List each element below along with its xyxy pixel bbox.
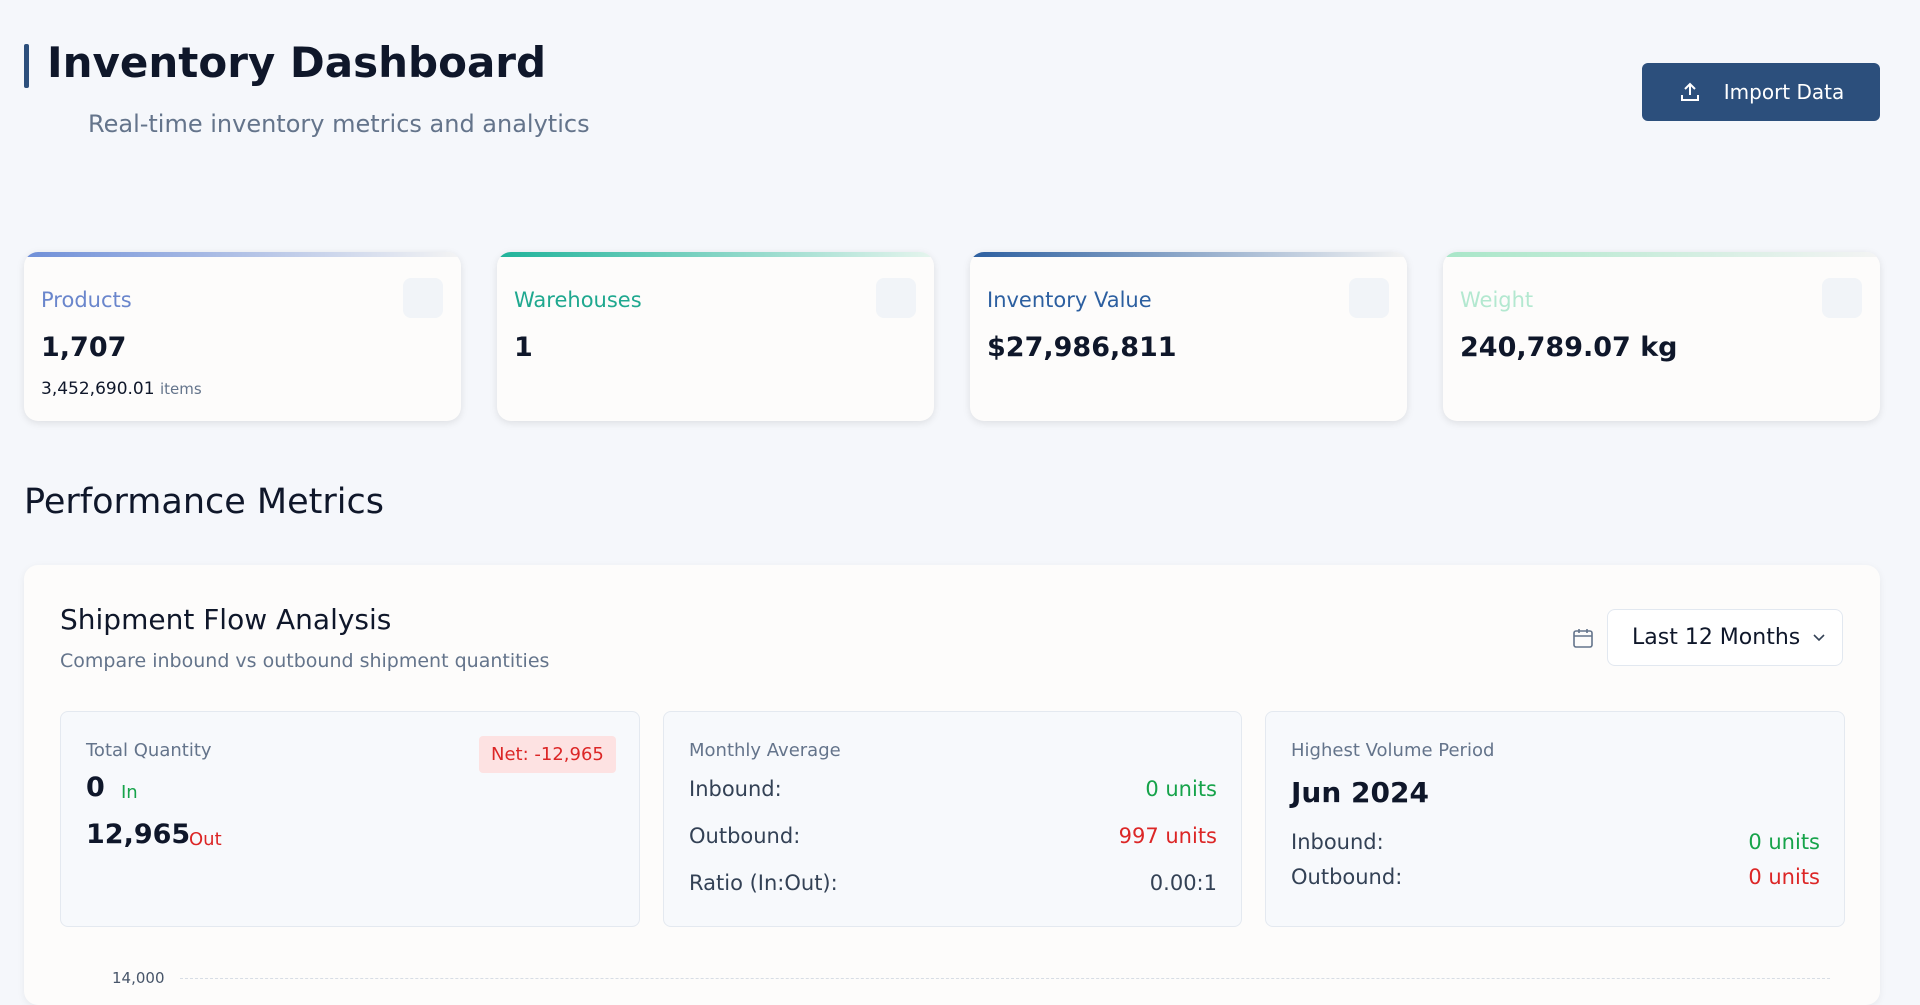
card-title: Inventory Value: [987, 288, 1152, 312]
sub-unit: items: [159, 380, 202, 398]
button-label: Import Data: [1723, 80, 1845, 104]
row-value: 0.00:1: [1149, 871, 1217, 895]
page: Inventory Dashboard Real-time inventory …: [24, 38, 1880, 987]
card-icon: [1822, 278, 1862, 318]
row-label: Outbound:: [689, 824, 801, 848]
row-label: Ratio (In:Out):: [689, 871, 838, 895]
label: Highest Volume Period: [1291, 740, 1495, 761]
period-label: Last 12 Months: [1632, 625, 1801, 650]
card-bar: [497, 252, 934, 257]
subtitle: Real-time inventory metrics and analytic…: [88, 110, 590, 138]
card-sub: 3,452,690.01 items: [41, 379, 202, 399]
period: Jun 2024: [1291, 776, 1429, 809]
row-value: 0 units: [1748, 830, 1820, 854]
out-value: 12,965: [86, 819, 191, 850]
upload-icon: [1680, 82, 1699, 101]
accent: [24, 44, 29, 88]
panel-title: Shipment Flow Analysis: [60, 603, 392, 636]
card-value: $27,986,811: [987, 332, 1177, 363]
grid-line: [180, 978, 1830, 979]
in-value: 0: [86, 772, 105, 803]
card-title: Products: [41, 288, 132, 312]
card-bar: [1443, 252, 1880, 257]
panel-subtitle: Compare inbound vs outbound shipment qua…: [60, 650, 550, 672]
card-value: 1,707: [41, 332, 127, 363]
highest-box: Highest Volume Period Jun 2024 Inbound: …: [1265, 711, 1845, 927]
row-label: Inbound:: [1291, 830, 1384, 854]
row-value: 997 units: [1118, 824, 1217, 848]
axis-tick: 14,000: [112, 969, 165, 987]
row-value: 0 units: [1748, 865, 1820, 889]
card: Products 1,707 3,452,690.01 items: [24, 252, 461, 421]
card-value: 240,789.07 kg: [1460, 332, 1678, 363]
sub-value: 3,452,690.01: [41, 379, 155, 399]
label: Monthly Average: [689, 740, 841, 761]
period-select[interactable]: Last 12 Months: [1607, 609, 1843, 666]
card: Inventory Value $27,986,811: [970, 252, 1407, 421]
out-label: Out: [189, 829, 222, 850]
row-label: Outbound:: [1291, 865, 1403, 889]
card-title: Weight: [1460, 288, 1534, 312]
card-bar: [24, 252, 461, 257]
card-bar: [970, 252, 1407, 257]
card-icon: [1349, 278, 1389, 318]
total-box: Total Quantity Net: -12,965 0 In 12,965 …: [60, 711, 640, 927]
title: Inventory Dashboard: [47, 38, 547, 87]
card-icon: [403, 278, 443, 318]
chevron: [1813, 633, 1825, 641]
row-label: Inbound:: [689, 777, 782, 801]
calendar-icon: [1573, 629, 1593, 648]
average-box: Monthly Average Inbound: 0 units Outboun…: [663, 711, 1242, 927]
card: Warehouses 1: [497, 252, 934, 421]
card: Weight 240,789.07 kg: [1443, 252, 1880, 421]
label: Total Quantity: [86, 740, 212, 761]
section-title: Performance Metrics: [24, 482, 384, 522]
net-badge: Net: -12,965: [479, 736, 616, 773]
card-icon: [876, 278, 916, 318]
card-title: Warehouses: [514, 288, 642, 312]
import-button[interactable]: Import Data: [1642, 63, 1880, 121]
in-label: In: [121, 782, 138, 803]
card-value: 1: [514, 332, 533, 363]
row-value: 0 units: [1145, 777, 1217, 801]
